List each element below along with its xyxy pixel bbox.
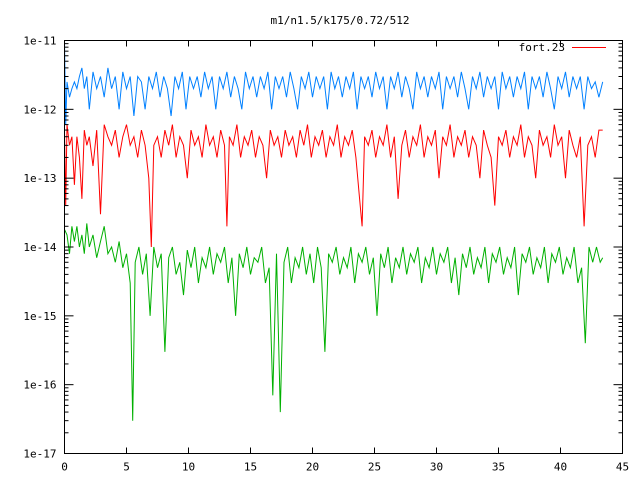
x-tick-label: 10 (182, 461, 195, 474)
series-line-1 (64, 40, 604, 125)
x-tick-label: 25 (368, 461, 381, 474)
x-tick-label: 0 (61, 461, 68, 474)
chart-title: m1/n1.5/k175/0.72/512 (270, 14, 409, 27)
series-line-fort-23 (64, 124, 603, 248)
x-tick-label: 30 (430, 461, 443, 474)
x-tick-label: 45 (616, 461, 629, 474)
y-tick-label: 1e-12 (23, 103, 56, 116)
x-tick-label: 40 (554, 461, 567, 474)
y-tick-label: 1e-14 (23, 241, 56, 254)
x-tick-label: 20 (306, 461, 319, 474)
y-tick-label: 1e-13 (23, 172, 56, 185)
legend: fort.23 (519, 41, 606, 54)
axis-layer: 0 5 10 15 20 25 30 35 40 45 1e-11 1e-12 1e-13 1e-14 1e… (23, 35, 629, 474)
x-tick-label: 35 (492, 461, 505, 474)
y-tick-label: 1e-15 (23, 310, 56, 323)
y-tick-label: 1e-16 (23, 379, 56, 392)
series-layer (64, 40, 604, 421)
y-tick-label: 1e-11 (23, 35, 56, 48)
plot-frame (64, 40, 623, 454)
x-tick-label: 15 (244, 461, 257, 474)
x-tick-label: 5 (123, 461, 130, 474)
y-tick-label: 1e-17 (23, 448, 56, 461)
legend-label-fort-23: fort.23 (519, 41, 565, 54)
series-line-2 (64, 223, 604, 421)
